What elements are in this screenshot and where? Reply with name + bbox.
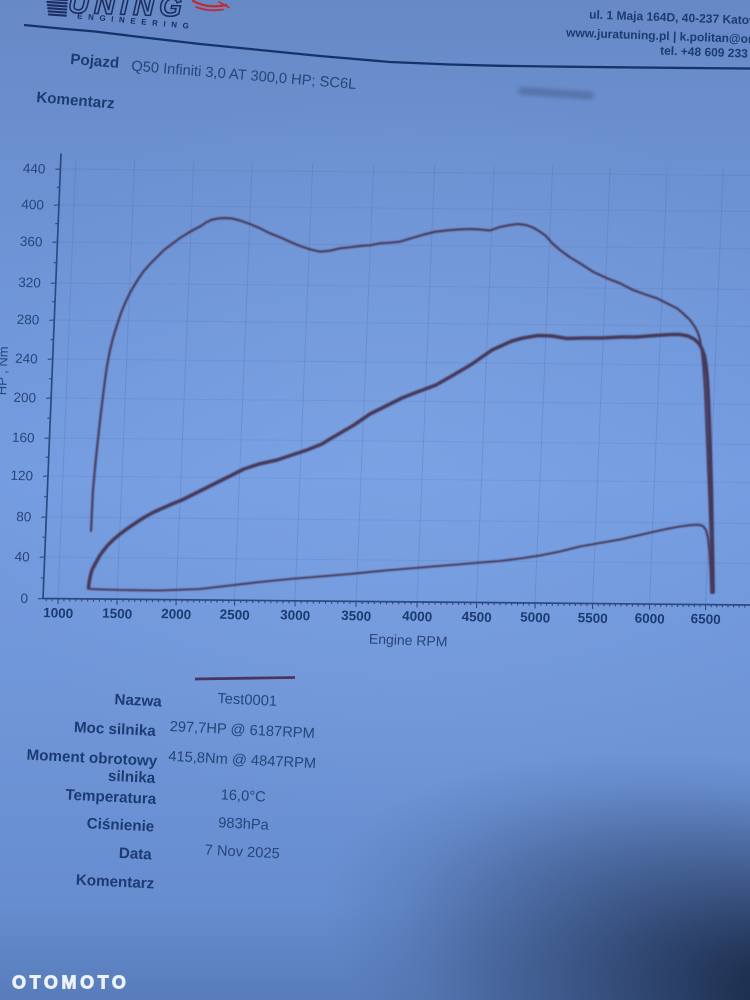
svg-text:OTOMOTO: OTOMOTO (12, 973, 130, 993)
